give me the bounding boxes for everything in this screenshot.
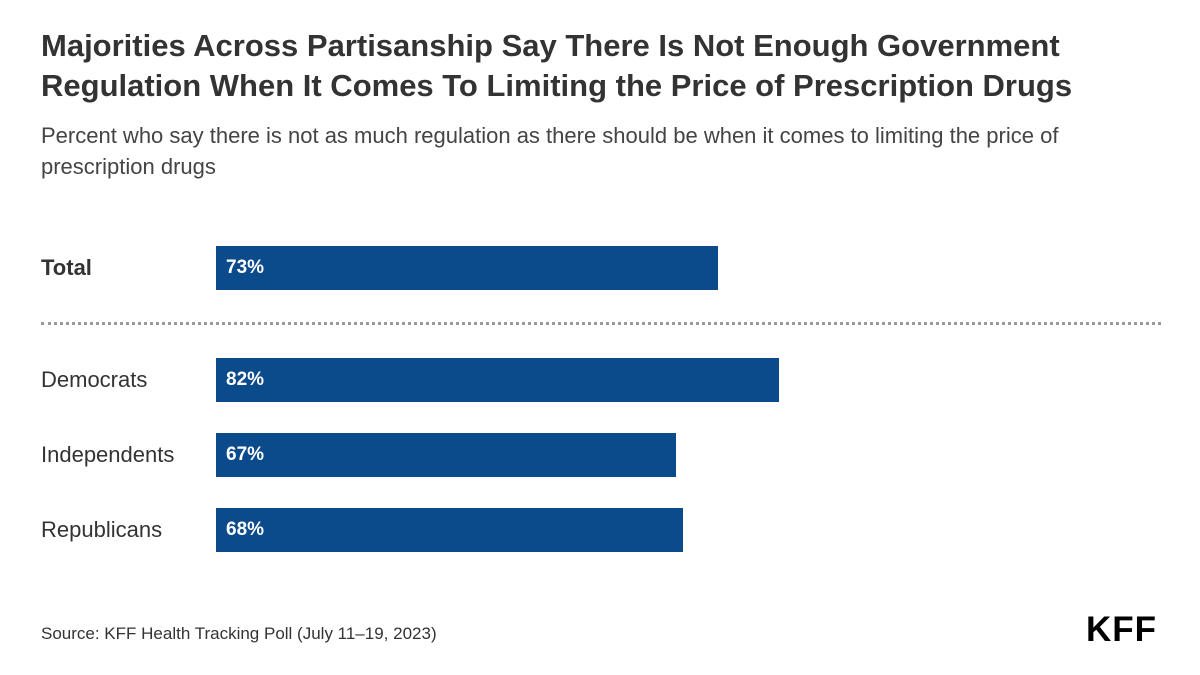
bar-value-label-total: 73%: [226, 257, 265, 278]
chart-subtitle: Percent who say there is not as much reg…: [41, 123, 1059, 179]
bar-total: 73%: [216, 246, 718, 290]
category-label-republicans: Republicans: [41, 517, 163, 542]
bar-democrats: 82%: [216, 358, 780, 402]
bar-value-label-independents: 67%: [226, 444, 265, 465]
bar-value-label-democrats: 82%: [226, 369, 265, 390]
category-label-independents: Independents: [41, 442, 175, 467]
chart-title: Majorities Across Partisanship Say There…: [41, 28, 1073, 103]
bar-independents: 67%: [216, 433, 677, 477]
category-label-democrats: Democrats: [41, 367, 148, 392]
category-label-total: Total: [41, 255, 92, 280]
kff-logo: KFF: [1086, 610, 1158, 649]
total-divider: [41, 322, 1161, 325]
source-note: Source: KFF Health Tracking Poll (July 1…: [41, 624, 437, 643]
bar-republicans: 68%: [216, 508, 684, 552]
bar-value-label-republicans: 68%: [226, 519, 265, 540]
